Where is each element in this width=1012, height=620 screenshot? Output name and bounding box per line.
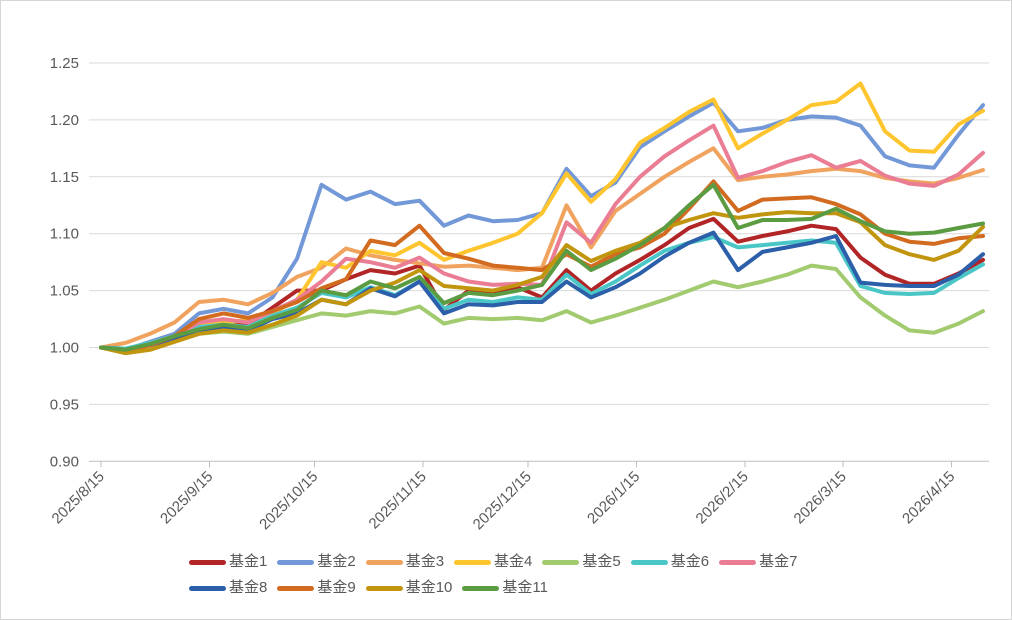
- legend-label-fund-5: 基金5: [582, 553, 621, 570]
- y-axis-tick-label: 1.10: [50, 226, 79, 243]
- legend-label-fund-7: 基金7: [759, 553, 798, 570]
- series-line-fund-11: [99, 182, 985, 352]
- y-axis-tick-label: 0.90: [50, 453, 79, 470]
- legend-item-fund-4: 基金4: [454, 553, 532, 571]
- legend-label-fund-11: 基金11: [502, 579, 548, 596]
- legend-label-fund-1: 基金1: [229, 553, 268, 570]
- legend-swatch-fund-8: [189, 585, 226, 591]
- legend-swatch-fund-11: [462, 585, 500, 591]
- legend-label-fund-6: 基金6: [670, 553, 710, 570]
- legend-swatch-fund-9: [277, 585, 315, 591]
- x-axis-tick-label: 2026/2/15: [693, 468, 752, 527]
- x-axis-tick-label: 2025/11/15: [366, 468, 430, 532]
- legend-item-fund-3: 基金3: [365, 553, 445, 571]
- y-axis-tick-label: 0.95: [50, 396, 79, 413]
- legend-label-fund-2: 基金2: [317, 553, 356, 570]
- x-axis-tick-label: 2026/4/15: [899, 468, 958, 527]
- y-axis-tick-label: 1.20: [50, 112, 79, 129]
- legend-swatch-fund-3: [365, 559, 403, 565]
- x-axis-tick-label: 2025/8/15: [49, 468, 108, 527]
- legend-swatch-fund-5: [542, 559, 580, 565]
- series-line-fund-2: [99, 100, 985, 352]
- y-axis-tick-label: 1.00: [50, 340, 79, 357]
- x-axis-tick-label: 2026/1/15: [584, 468, 643, 527]
- legend-swatch-fund-6: [630, 559, 668, 565]
- legend-label-fund-4: 基金4: [494, 553, 533, 570]
- fund-performance-line-chart: 0.90 0.95 1.00 1.05 1.10 1.15 1.20 1.25 2025/8/1…: [49, 55, 989, 533]
- x-axis-tick-label: 2025/10/15: [256, 468, 321, 533]
- y-axis-tick-label: 1.05: [50, 283, 79, 300]
- legend-label-fund-3: 基金3: [405, 553, 445, 570]
- y-axis-tick-label: 1.15: [50, 169, 79, 186]
- legend-swatch-fund-10: [365, 585, 403, 591]
- x-axis-tick-label: 2025/12/15: [470, 468, 535, 533]
- x-axis-tick-label: 2025/9/15: [157, 468, 216, 527]
- legend-label-fund-9: 基金9: [317, 579, 356, 596]
- legend-swatch-fund-1: [189, 559, 226, 565]
- legend-item-fund-9: 基金9: [277, 579, 356, 597]
- series-line-fund-4: [99, 81, 985, 353]
- series-line-fund-8: [99, 230, 985, 352]
- legend-swatch-fund-7: [719, 559, 757, 565]
- legend-item-fund-7: 基金7: [719, 553, 797, 571]
- x-axis-tick-label: 2026/3/15: [791, 468, 850, 527]
- legend-label-fund-10: 基金10: [405, 579, 453, 596]
- y-axis-tick-label: 1.25: [50, 55, 79, 72]
- series-line-fund-9: [99, 179, 985, 355]
- legend-item-fund-1: 基金1: [189, 553, 267, 571]
- legend-item-fund-5: 基金5: [542, 553, 621, 571]
- legend-swatch-fund-2: [277, 559, 315, 565]
- legend-item-fund-10: 基金10: [365, 579, 453, 597]
- series-line-fund-10: [99, 210, 985, 356]
- legend-item-fund-6: 基金6: [630, 553, 710, 571]
- legend-item-fund-2: 基金2: [277, 553, 356, 571]
- legend-swatch-fund-4: [454, 559, 492, 565]
- legend-item-fund-8: 基金8: [189, 579, 267, 597]
- chart-legend: 基金1 基金2 基金3 基金4 基金5 基金6 基金7 基金8 基金9 基金10 基金11: [189, 553, 869, 597]
- legend-item-fund-11: 基金11: [462, 579, 548, 597]
- legend-label-fund-8: 基金8: [229, 579, 268, 596]
